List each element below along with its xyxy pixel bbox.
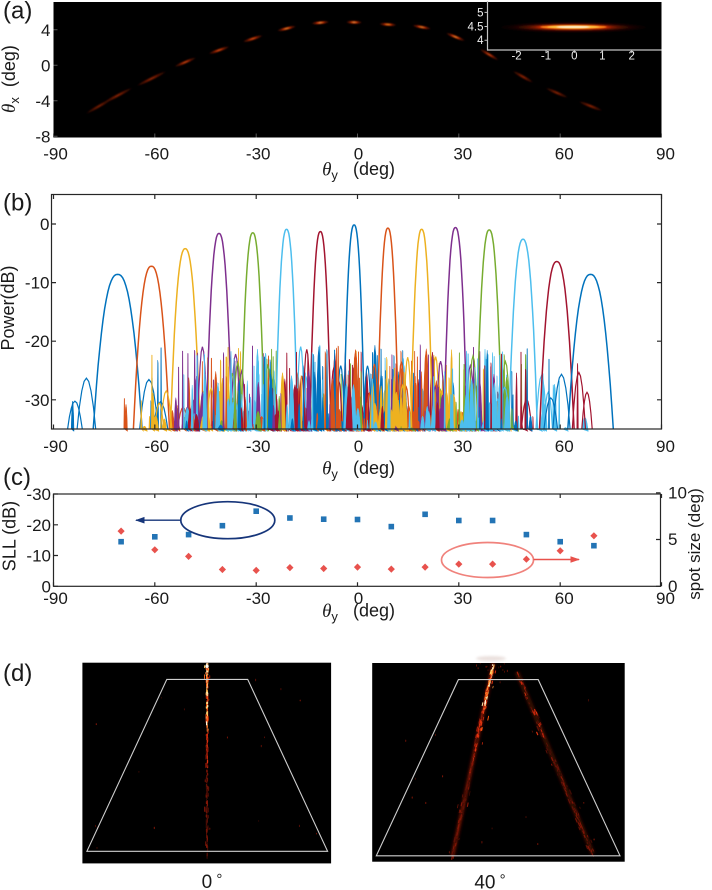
svg-text:-20: -20 (26, 516, 51, 535)
svg-text:-60: -60 (145, 589, 170, 608)
svg-text:-30: -30 (246, 589, 271, 608)
svg-text:(c): (c) (3, 464, 31, 491)
svg-text:0: 0 (668, 577, 677, 596)
svg-text:90: 90 (656, 145, 675, 164)
svg-text:(a): (a) (3, 0, 32, 25)
svg-text:-10: -10 (26, 547, 51, 566)
svg-text:-30: -30 (25, 391, 50, 410)
svg-text:5: 5 (477, 7, 483, 19)
svg-text:θy: θy (322, 601, 338, 624)
svg-text:(d): (d) (3, 660, 32, 687)
svg-text:-20: -20 (25, 332, 50, 351)
svg-text:30: 30 (453, 589, 472, 608)
svg-text:60: 60 (555, 437, 574, 456)
svg-text:0: 0 (354, 437, 363, 456)
svg-text:2: 2 (628, 51, 634, 63)
svg-text:10: 10 (668, 483, 687, 502)
svg-text:30: 30 (453, 145, 472, 164)
svg-text:θy: θy (322, 459, 338, 482)
svg-text:-30: -30 (246, 437, 271, 456)
svg-text:1: 1 (599, 51, 605, 63)
svg-text:60: 60 (555, 145, 574, 164)
svg-text:0: 0 (42, 577, 51, 596)
svg-text:0 °: 0 ° (202, 871, 223, 890)
svg-text:-2: -2 (511, 51, 521, 63)
svg-text:(deg): (deg) (353, 458, 395, 478)
svg-text:-4: -4 (35, 92, 50, 111)
svg-text:4.5: 4.5 (468, 22, 484, 34)
svg-text:(b): (b) (3, 190, 32, 217)
svg-text:-90: -90 (43, 437, 68, 456)
svg-text:0: 0 (41, 56, 50, 75)
svg-text:SLL (dB): SLL (dB) (0, 501, 20, 571)
svg-text:-90: -90 (43, 145, 68, 164)
svg-text:θy: θy (322, 160, 338, 183)
svg-text:(deg): (deg) (353, 159, 395, 179)
svg-text:-30: -30 (26, 485, 51, 504)
svg-text:-8: -8 (35, 127, 50, 146)
svg-text:Power(dB): Power(dB) (0, 265, 18, 350)
svg-text:-60: -60 (145, 145, 170, 164)
svg-text:-30: -30 (246, 145, 271, 164)
svg-text:(deg): (deg) (353, 601, 395, 621)
svg-text:4: 4 (41, 21, 50, 40)
svg-text:-60: -60 (145, 437, 170, 456)
svg-text:θx (deg): θx (deg) (0, 45, 22, 113)
svg-text:0: 0 (40, 215, 49, 234)
svg-text:0: 0 (354, 145, 363, 164)
svg-text:-10: -10 (25, 274, 50, 293)
svg-text:-1: -1 (541, 51, 551, 63)
svg-text:0: 0 (571, 51, 577, 63)
svg-text:90: 90 (656, 437, 675, 456)
svg-text:4: 4 (477, 35, 484, 47)
svg-text:60: 60 (555, 589, 574, 608)
svg-text:-90: -90 (43, 589, 68, 608)
svg-text:90: 90 (656, 589, 675, 608)
svg-text:40 °: 40 ° (474, 872, 505, 890)
svg-text:5: 5 (668, 530, 677, 549)
svg-text:spot size (deg): spot size (deg) (685, 488, 704, 600)
svg-text:30: 30 (453, 437, 472, 456)
svg-text:0: 0 (354, 589, 363, 608)
